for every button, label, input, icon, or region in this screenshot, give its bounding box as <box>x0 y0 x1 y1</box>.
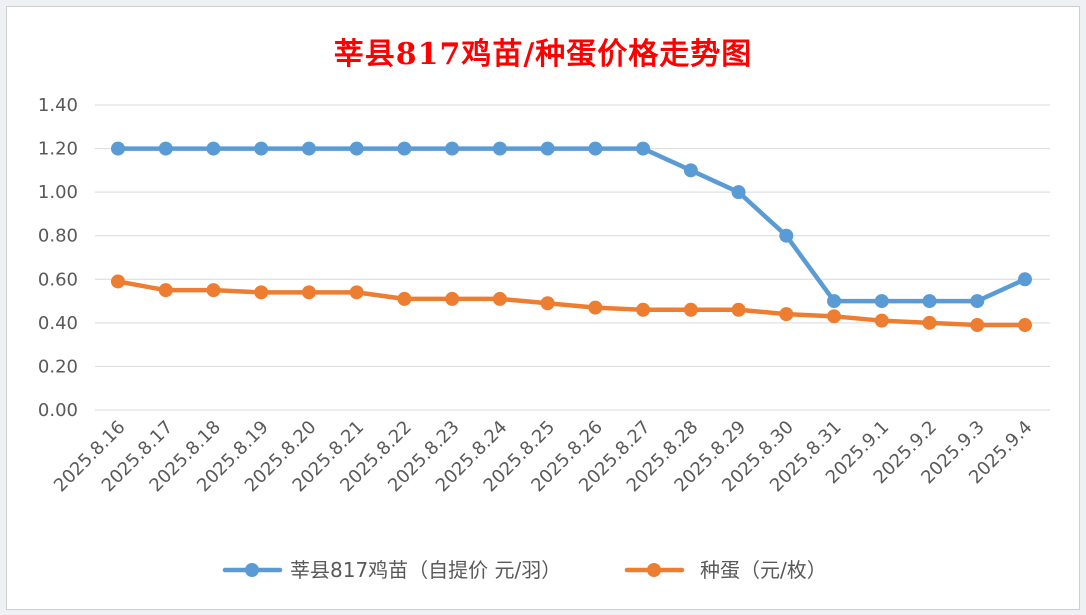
series-2-point <box>445 291 460 306</box>
y-tick-label: 1.20 <box>38 139 78 160</box>
y-tick-label: 0.20 <box>38 356 78 377</box>
series-2-point <box>111 274 125 289</box>
series-1-point <box>922 294 937 309</box>
series-2-point <box>492 291 507 306</box>
series-2-point <box>922 315 937 330</box>
series-2-point <box>349 285 364 300</box>
series-2-point <box>827 309 842 324</box>
y-tick-label: 0.40 <box>38 313 78 334</box>
series-2-point <box>206 283 221 298</box>
legend-marker <box>245 563 259 577</box>
series-1-point <box>588 141 603 156</box>
y-tick-label: 0.60 <box>38 269 78 290</box>
chart-title: 莘县817鸡苗/种蛋价格走势图 <box>333 37 753 72</box>
y-tick-label: 0.80 <box>38 226 78 247</box>
y-tick-label: 1.00 <box>38 182 78 203</box>
series-1-point <box>301 141 316 156</box>
series-1-point <box>349 141 364 156</box>
series-2-point <box>874 313 889 328</box>
series-1-point <box>206 141 221 156</box>
series-2-point <box>254 285 269 300</box>
series-2-point <box>636 302 651 317</box>
series-1-point <box>254 141 269 156</box>
y-tick-label: 0.00 <box>38 400 78 421</box>
legend-label: 种蛋（元/枚） <box>700 558 827 582</box>
series-1-point <box>874 294 889 309</box>
series-1-point <box>1018 272 1032 287</box>
series-2-point <box>301 285 316 300</box>
series-1-point <box>111 141 125 156</box>
series-2-point <box>779 307 794 322</box>
series-1-point <box>397 141 412 156</box>
series-1-point <box>731 185 746 200</box>
series-2-point <box>397 291 412 306</box>
legend-marker <box>647 563 661 577</box>
series-2-point <box>683 302 698 317</box>
series-2-point <box>970 318 985 333</box>
series-1-point <box>158 141 173 156</box>
series-line-1 <box>115 146 1028 304</box>
y-tick-label: 1.40 <box>38 95 78 116</box>
series-2-point <box>540 296 555 311</box>
series-1-point <box>445 141 460 156</box>
series-1-point <box>683 163 698 178</box>
series-1-point <box>827 294 842 309</box>
series-2-point <box>588 300 603 315</box>
series-2-point <box>158 283 173 298</box>
series-1-point <box>636 141 651 156</box>
series-1-point <box>779 228 794 243</box>
series-2-point <box>1018 318 1032 333</box>
series-1-point <box>970 294 985 309</box>
series-1-point <box>540 141 555 156</box>
legend-label: 莘县817鸡苗（自提价 元/羽） <box>290 558 561 582</box>
series-line-2 <box>115 279 1028 328</box>
series-2-point <box>731 302 746 317</box>
series-1-point <box>492 141 507 156</box>
